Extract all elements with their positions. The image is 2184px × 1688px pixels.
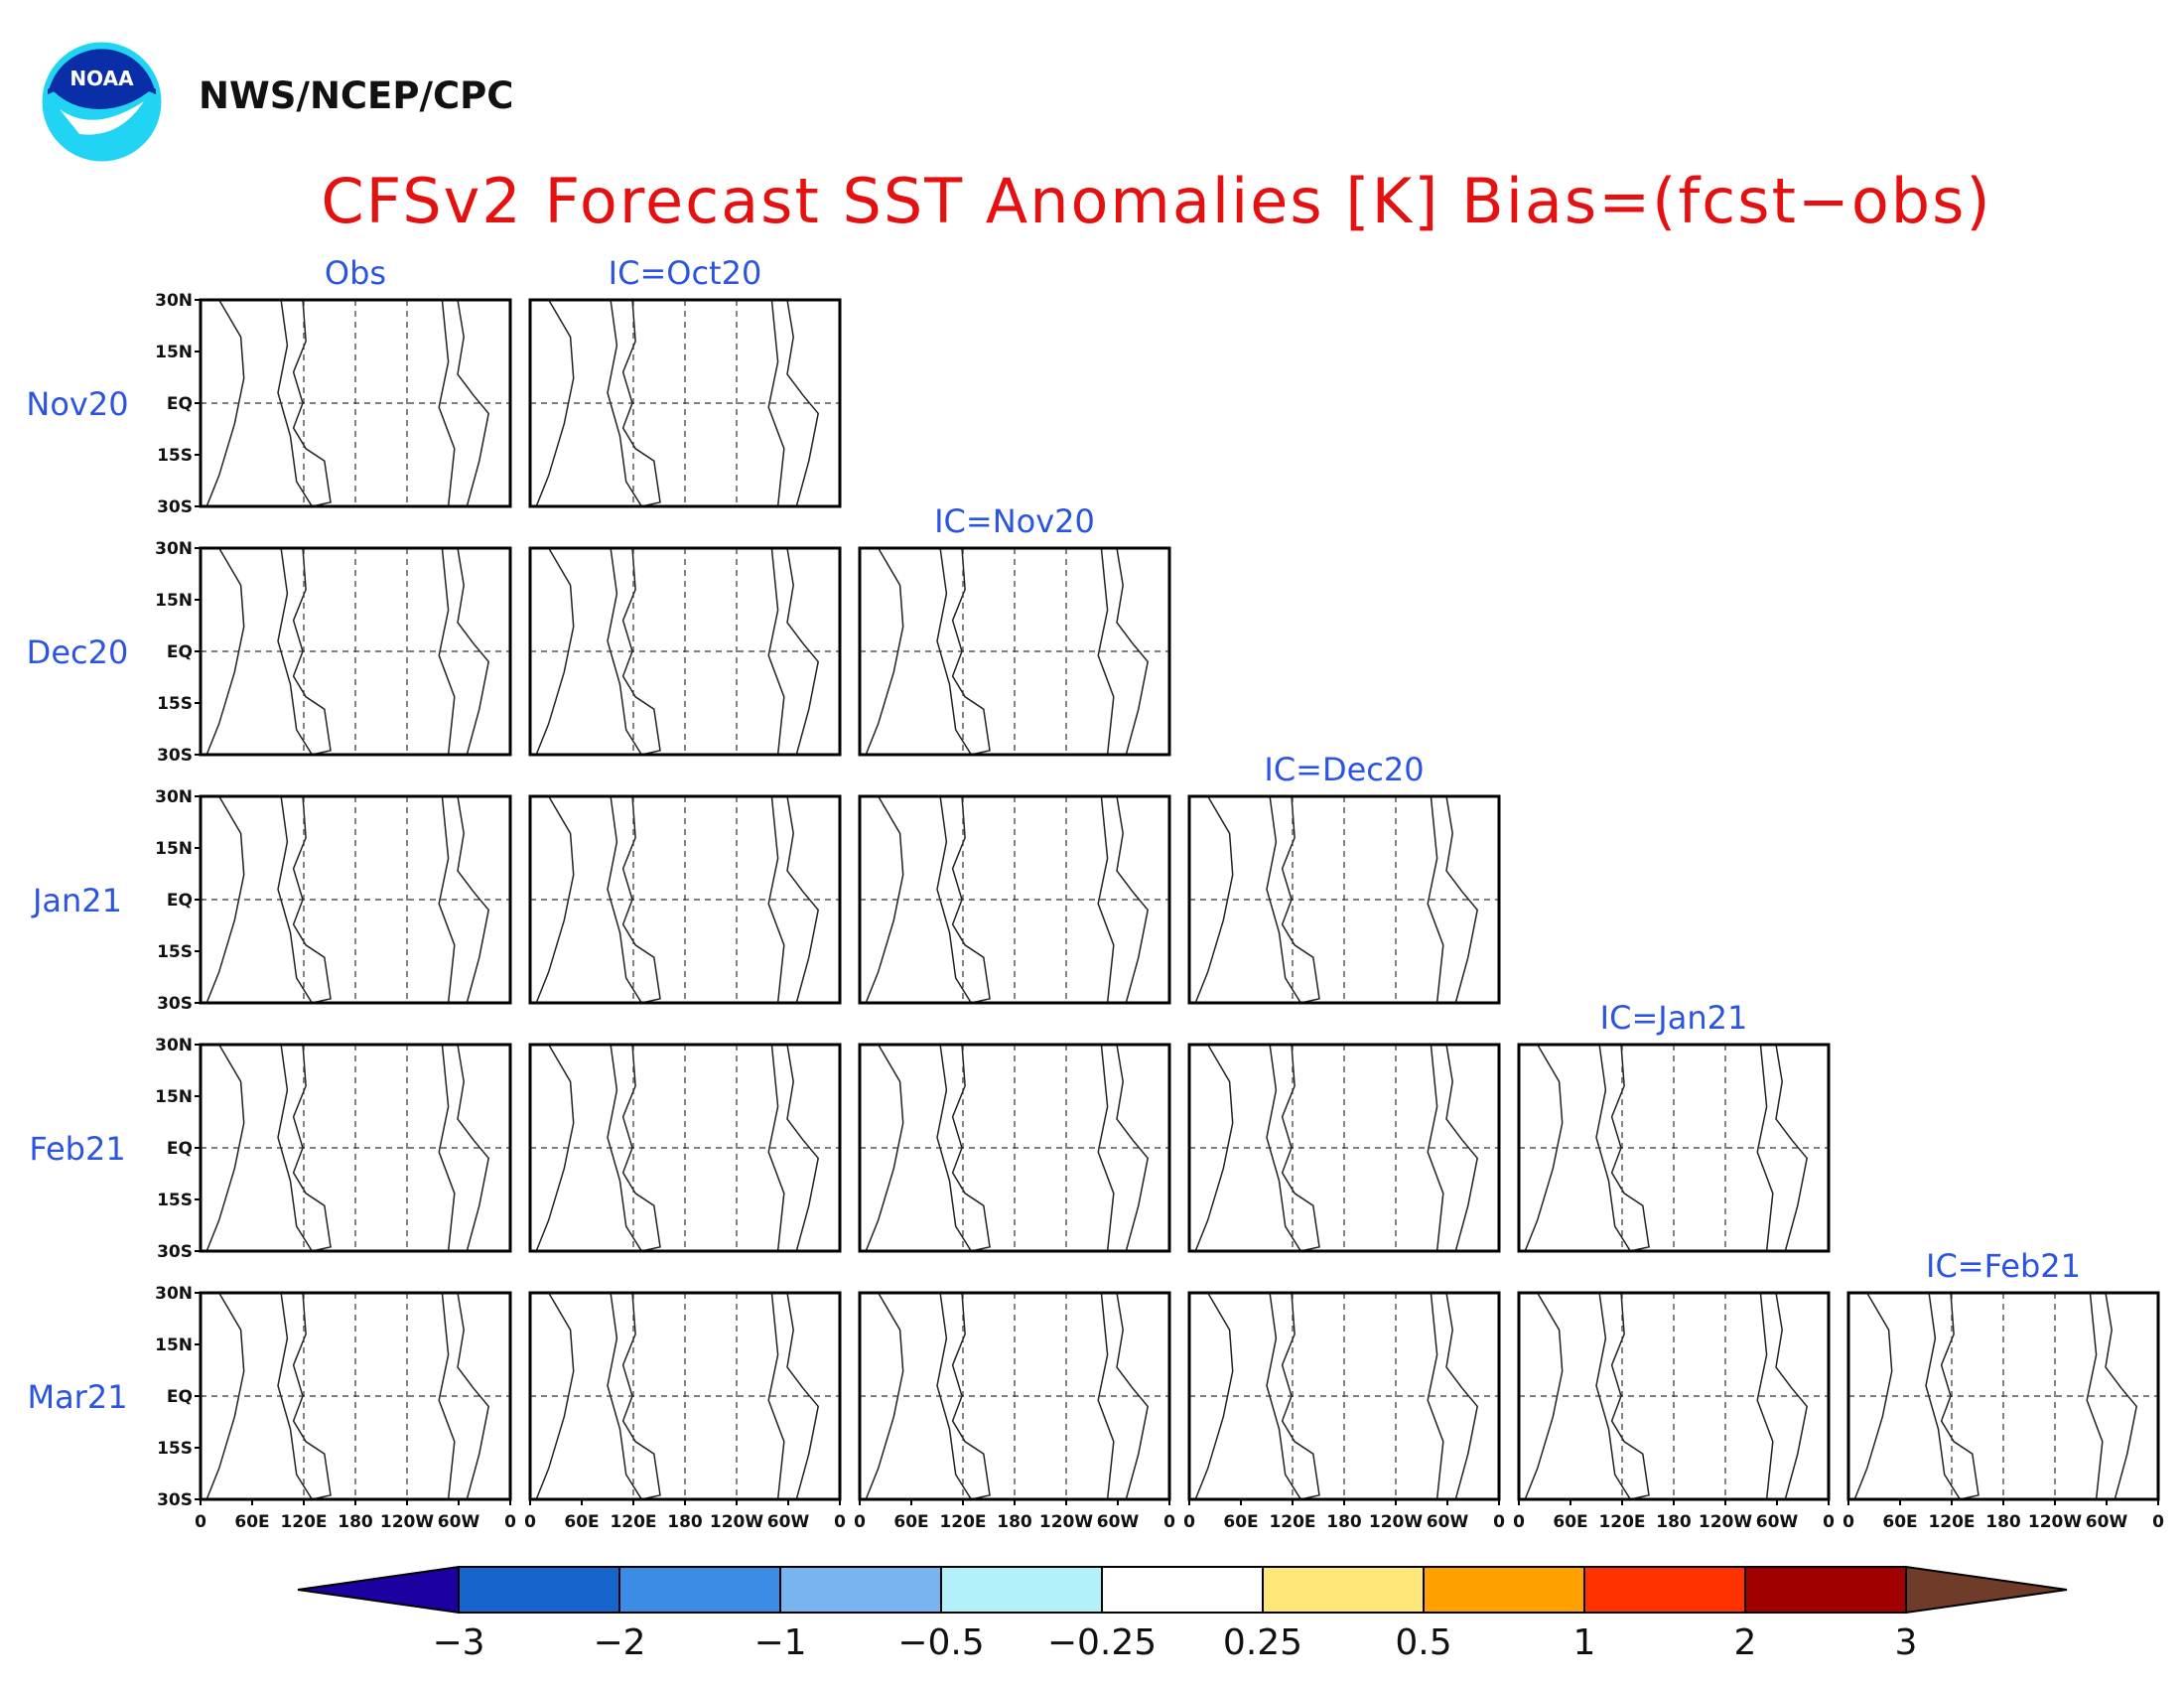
panel-frame	[528, 298, 842, 508]
row-label-jan21: Jan21	[31, 882, 122, 919]
column-title: IC=Nov20	[934, 502, 1095, 540]
panel-dec20-0	[195, 546, 512, 757]
chart-title: CFSv2 Forecast SST Anomalies [K] Bias=(f…	[321, 165, 1992, 237]
lat-tick-label: 15N	[155, 343, 193, 362]
lat-tick-label: EQ	[167, 394, 193, 414]
lat-tick-label: 30S	[157, 497, 193, 517]
panel-frame	[858, 546, 1171, 757]
lat-tick-label: 30N	[155, 291, 193, 311]
row-label-nov20: Nov20	[26, 385, 128, 423]
agency-label: NWS/NCEP/CPC	[199, 74, 514, 117]
panel-frame	[528, 546, 842, 757]
lat-tick-label: 15S	[157, 446, 193, 466]
lat-tick-label: EQ	[167, 891, 193, 911]
panel-nov20-1	[528, 298, 842, 508]
panel-jan21-0	[195, 794, 512, 1005]
land-mask	[277, 299, 332, 507]
panel-dec20-2	[858, 546, 1171, 757]
land-mask	[607, 547, 661, 756]
lat-tick-label: 15N	[155, 839, 193, 859]
lat-tick-label: 15S	[157, 942, 193, 962]
panel-nov20-0	[195, 298, 512, 508]
panel-dec20-1	[528, 546, 842, 757]
land-mask	[936, 547, 991, 756]
noaa-logo-text: NOAA	[69, 67, 134, 90]
lat-tick-label: 30S	[157, 746, 193, 766]
lat-tick-label: EQ	[167, 642, 193, 662]
lat-tick-label: 15N	[155, 591, 193, 611]
column-title: Obs	[325, 254, 386, 292]
lat-tick-label: 30S	[157, 994, 193, 1014]
column-title: IC=Oct20	[609, 254, 762, 292]
lat-tick-label: 15S	[157, 694, 193, 714]
lat-tick-label: 30N	[155, 539, 193, 559]
land-mask	[277, 547, 332, 756]
row-label-dec20: Dec20	[27, 633, 129, 671]
land-mask	[607, 299, 661, 507]
lat-tick-label: 30N	[155, 787, 193, 807]
noaa-logo: NOAA	[42, 42, 162, 162]
